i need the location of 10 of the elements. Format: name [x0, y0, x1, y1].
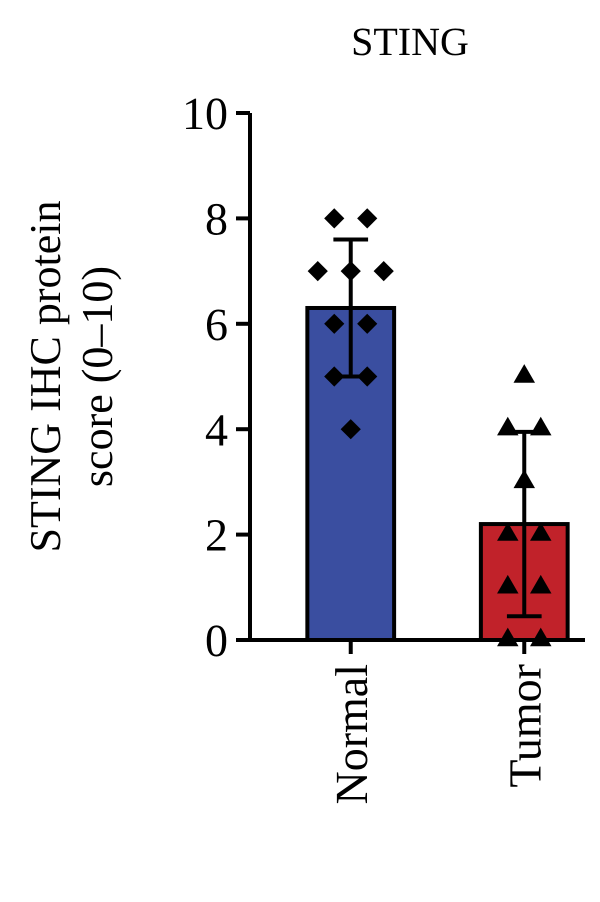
y-tick-label: 0	[205, 615, 228, 666]
y-tick-label: 2	[205, 510, 228, 561]
chart-title: STING	[351, 19, 469, 64]
y-tick-label: 4	[205, 404, 228, 456]
y-tick-label: 10	[182, 88, 228, 140]
y-tick-label: 6	[205, 298, 228, 350]
x-tick-label: Tumor	[499, 664, 550, 788]
y-tick-label: 8	[205, 194, 228, 244]
y-axis-title: STING IHC protein score (0–10)	[21, 200, 122, 552]
x-tick-label: Normal	[326, 664, 377, 805]
